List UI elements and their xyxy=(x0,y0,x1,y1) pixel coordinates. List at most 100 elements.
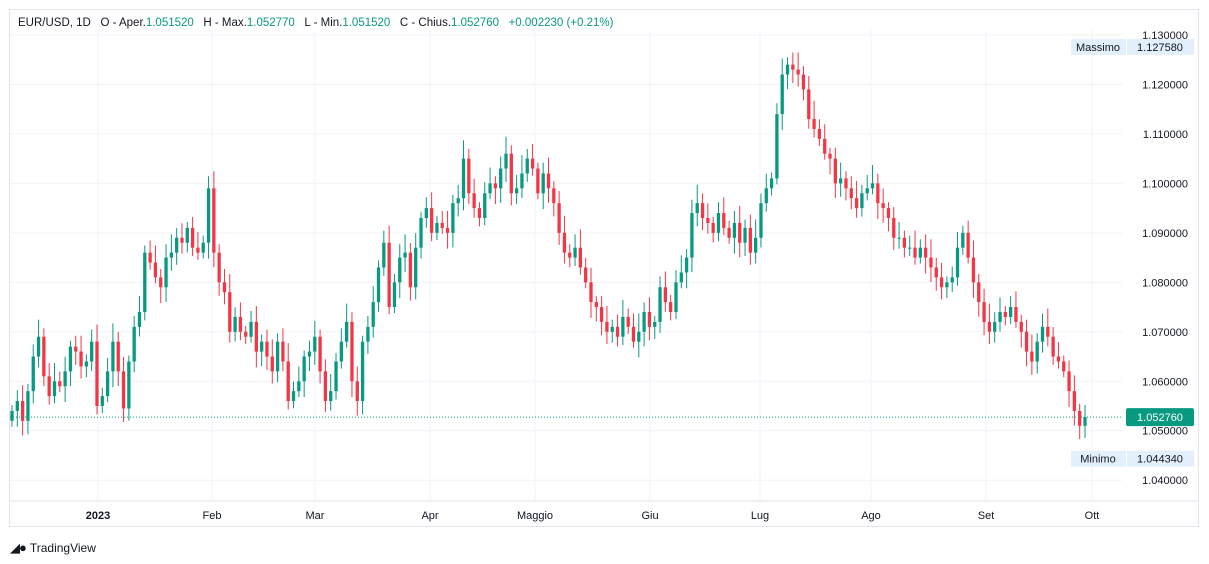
candle-body xyxy=(546,173,551,189)
max-value: 1.127580 xyxy=(1137,42,1183,54)
last-price-badge xyxy=(1126,408,1194,427)
candle-body xyxy=(472,193,476,209)
candle-body xyxy=(63,371,67,387)
candle-body xyxy=(249,321,253,337)
candle-body xyxy=(143,252,147,312)
low-label: L - Min. xyxy=(304,17,343,29)
candle-body xyxy=(414,247,418,288)
candle-body xyxy=(738,222,742,243)
close-value: 1.052760 xyxy=(451,17,499,29)
candle-body xyxy=(525,158,529,174)
candle-body xyxy=(886,208,891,218)
max-label: Massimo xyxy=(1076,42,1120,54)
candle-body xyxy=(175,237,179,253)
candle-body xyxy=(594,302,598,308)
candle-body xyxy=(987,321,992,332)
candle-body xyxy=(169,252,174,258)
open-value: 1.051520 xyxy=(145,17,194,29)
candle-body xyxy=(206,188,211,243)
candle-body xyxy=(116,341,120,372)
candle-body xyxy=(260,341,264,352)
price-tick-label: 1.070000 xyxy=(1142,327,1188,339)
candle-body xyxy=(313,336,317,352)
ohlc-legend: EUR/USD, 1D O - Aper.1.051520 H - Max.1.… xyxy=(18,17,613,29)
candle-body xyxy=(238,316,243,332)
candle-body xyxy=(626,316,630,327)
candle-body xyxy=(1051,336,1055,357)
candle-body xyxy=(371,302,375,327)
candle-body xyxy=(1003,312,1007,317)
candle-body xyxy=(461,158,466,199)
candle-body xyxy=(722,213,726,228)
candle-body xyxy=(727,227,731,238)
max-label-box xyxy=(1071,38,1126,55)
min-label-box xyxy=(1071,450,1126,467)
open-label: O - Aper. xyxy=(100,17,146,29)
footer-brand[interactable]: ◢● TradingView xyxy=(10,540,96,556)
time-tick-label: Mar xyxy=(306,510,325,522)
candle-body xyxy=(286,361,290,402)
candle-body xyxy=(1035,341,1039,362)
price-tick-label: 1.110000 xyxy=(1143,129,1188,141)
candle-body xyxy=(233,316,237,332)
candle-body xyxy=(642,312,646,332)
candle-body xyxy=(530,158,535,169)
candle-body xyxy=(706,218,710,223)
time-tick-label: Ago xyxy=(861,510,881,522)
candle-body xyxy=(881,203,885,209)
candle-body xyxy=(520,173,524,189)
candle-body xyxy=(589,282,593,303)
candle-body xyxy=(573,247,577,258)
chart-frame xyxy=(9,9,1199,527)
time-axis[interactable]: 2023 Feb Mar Apr Maggio Giu Lug Ago Set Ott xyxy=(10,500,1198,522)
candle-body xyxy=(121,371,126,409)
candle-body xyxy=(355,381,359,402)
candle-body xyxy=(631,326,636,342)
time-tick-label: Maggio xyxy=(517,510,553,522)
candle-body xyxy=(977,282,981,303)
candle-body xyxy=(127,361,131,409)
candle-body xyxy=(748,227,752,253)
candle-body xyxy=(392,282,397,308)
candle-body xyxy=(584,267,588,283)
high-label: H - Max. xyxy=(203,17,247,29)
candle-body xyxy=(1056,356,1061,362)
candle-body xyxy=(514,188,519,194)
candle-body xyxy=(1046,326,1050,337)
candle-body xyxy=(791,64,795,70)
candle-body xyxy=(307,351,312,357)
price-markers: 1.052760 Massimo 1.127580 Minimo 1.044340 xyxy=(10,38,1194,467)
candle-body xyxy=(536,168,540,194)
candle-body xyxy=(568,252,572,258)
candle-body xyxy=(971,257,976,283)
candle-body xyxy=(828,153,832,159)
candle-body xyxy=(52,381,57,397)
high-value: 1.052770 xyxy=(246,17,295,29)
candle-body xyxy=(966,232,970,258)
candle-body xyxy=(796,69,800,75)
candle-body xyxy=(212,188,216,253)
candle-body xyxy=(1030,351,1034,362)
price-tick-label: 1.050000 xyxy=(1142,426,1188,438)
symbol-label[interactable]: EUR/USD, 1D xyxy=(18,17,91,29)
candle-body xyxy=(254,321,258,352)
last-price-value: 1.052760 xyxy=(1137,412,1183,424)
candle-body xyxy=(435,222,439,233)
candle-body xyxy=(823,138,827,154)
price-tick-label: 1.100000 xyxy=(1142,178,1188,190)
candle-body xyxy=(36,336,41,357)
candle-body xyxy=(424,208,428,218)
low-value: 1.051520 xyxy=(342,17,391,29)
candle-body xyxy=(982,302,986,322)
candle-body xyxy=(105,371,110,397)
candle-body xyxy=(451,203,455,233)
candle-body xyxy=(100,396,104,406)
time-tick-label: Set xyxy=(978,510,995,522)
candle-body xyxy=(79,351,83,367)
candle-body xyxy=(961,232,965,248)
candle-body xyxy=(541,173,545,194)
candle-body xyxy=(860,193,864,209)
candle-body xyxy=(275,341,280,372)
candle-body xyxy=(419,218,423,248)
